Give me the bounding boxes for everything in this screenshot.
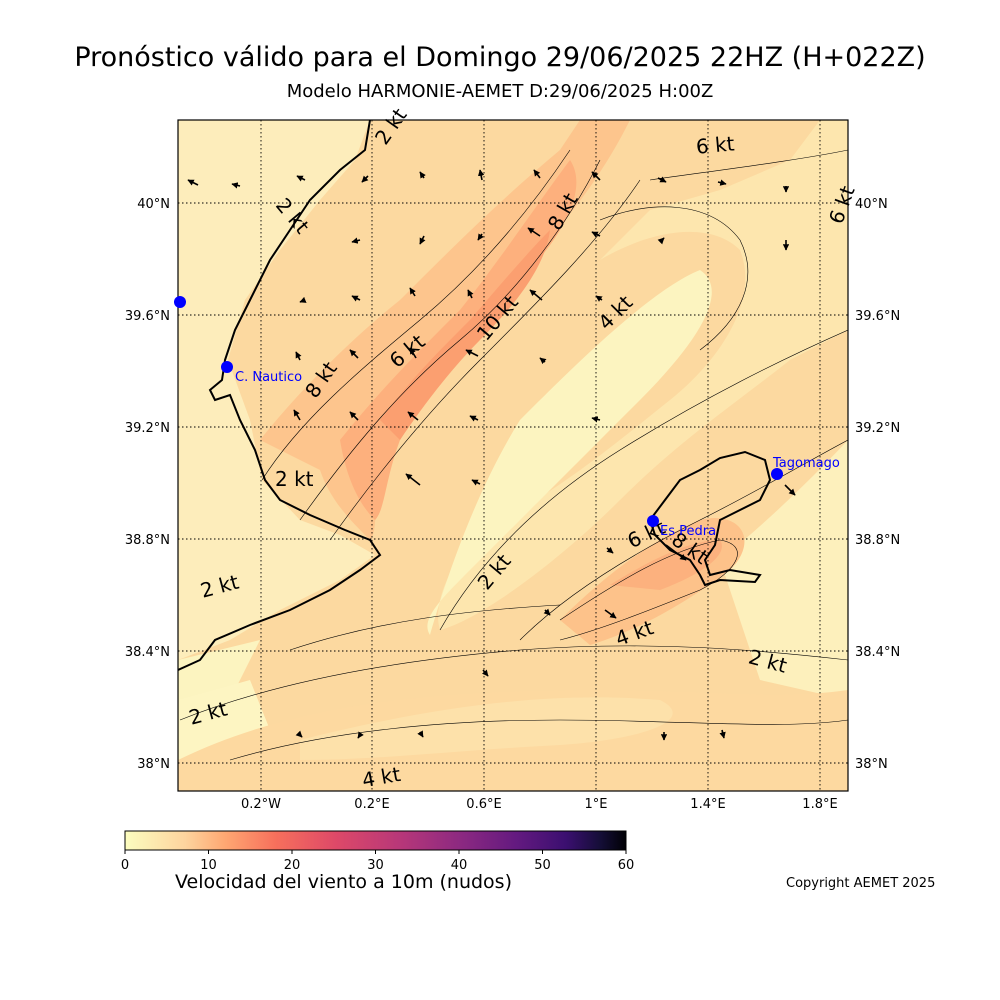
station-label: C. Nautico: [235, 370, 302, 385]
lat-tick-label: 38.8°N: [855, 533, 900, 548]
lat-tick-label: 39.6°N: [125, 309, 170, 324]
map-title: Pronóstico válido para el Domingo 29/06/…: [74, 42, 926, 73]
station-marker: [221, 361, 233, 373]
lat-tick-label: 38.4°N: [125, 645, 170, 660]
lon-tick-label: 0.2°E: [354, 797, 389, 812]
colorbar-tick: 60: [618, 858, 635, 873]
colorbar-tick: 10: [200, 858, 217, 873]
lat-tick-label: 38°N: [137, 757, 170, 772]
lat-tick-label: 40°N: [855, 197, 888, 212]
colorbar-tick: 0: [121, 858, 129, 873]
lon-tick-label: 0.6°E: [466, 797, 501, 812]
station-marker: [647, 515, 659, 527]
lon-tick-label: 1°E: [585, 797, 608, 812]
lat-tick-label: 38.4°N: [855, 645, 900, 660]
lat-tick-label: 38.8°N: [125, 533, 170, 548]
colorbar-tick: 50: [534, 858, 551, 873]
colorbar-tick: 30: [367, 858, 384, 873]
station-marker: [771, 468, 783, 480]
lon-tick-label: 1.8°E: [802, 797, 837, 812]
lat-tick-label: 39.6°N: [855, 309, 900, 324]
station-marker: [174, 296, 186, 308]
wind-speed-field: [178, 120, 848, 791]
lon-tick-label: 1.4°E: [690, 797, 725, 812]
copyright-text: Copyright AEMET 2025: [786, 876, 936, 891]
colorbar-tick: 20: [284, 858, 301, 873]
map-border: [177, 119, 849, 792]
map-subtitle: Modelo HARMONIE-AEMET D:29/06/2025 H:00Z: [286, 81, 714, 102]
contour-label: 2 kt: [275, 467, 314, 491]
lat-tick-label: 38°N: [855, 757, 888, 772]
station-label: Tagomago: [772, 456, 840, 471]
colorbar-tick: 40: [451, 858, 468, 873]
colorbar: [124, 830, 627, 851]
colorbar-label: Velocidad del viento a 10m (nudos): [175, 871, 512, 893]
contour-label: 6 kt: [695, 131, 736, 158]
station-label: Es Pedra: [660, 524, 716, 539]
lat-tick-label: 39.2°N: [125, 421, 170, 436]
lat-tick-label: 39.2°N: [855, 421, 900, 436]
lat-tick-label: 40°N: [137, 197, 170, 212]
lon-tick-label: 0.2°W: [241, 797, 281, 812]
